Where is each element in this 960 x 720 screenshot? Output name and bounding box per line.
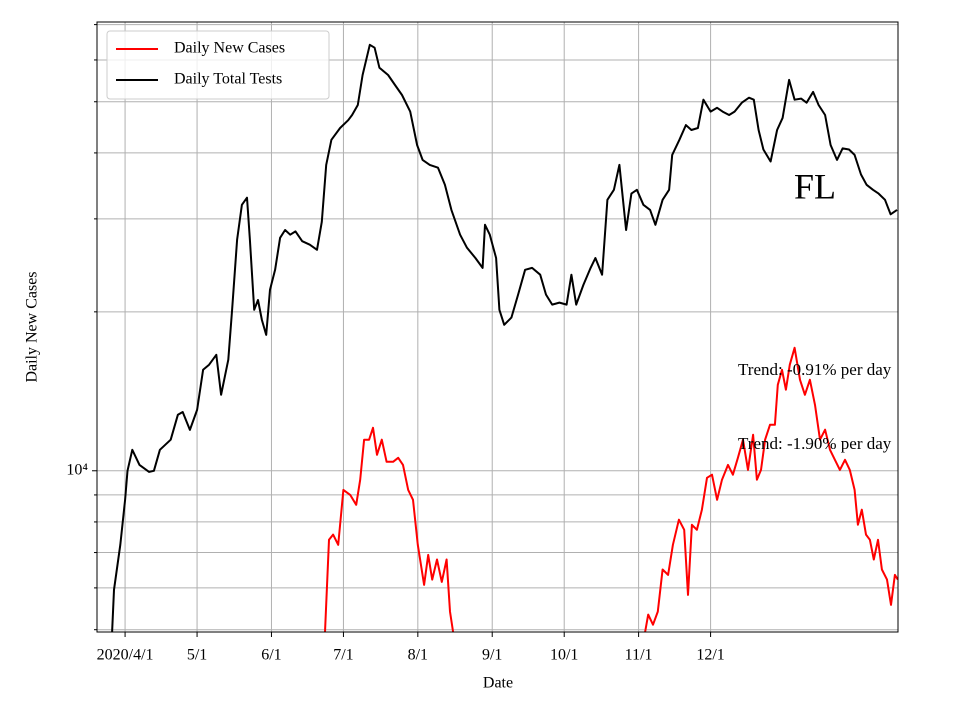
legend: Daily New Cases Daily Total Tests xyxy=(106,30,330,100)
x-tick-label: 10/1 xyxy=(550,647,578,664)
legend-box xyxy=(106,30,330,100)
plot-frame xyxy=(96,21,899,633)
annotation: Trend: -0.91% per day xyxy=(738,360,892,379)
y-axis-label: Daily New Cases xyxy=(24,271,41,382)
x-tick-label: 7/1 xyxy=(333,647,353,664)
plot-lines xyxy=(111,43,898,632)
series-line xyxy=(111,43,898,632)
x-tick-label: 12/1 xyxy=(696,647,724,664)
x-tick-label: 9/1 xyxy=(482,647,502,664)
grid xyxy=(97,22,898,632)
x-tick-label: 2020/4/1 xyxy=(97,647,154,664)
x-tick-label: 8/1 xyxy=(408,647,428,664)
annotation: FL xyxy=(794,166,836,206)
x-tick-label: 6/1 xyxy=(261,647,281,664)
series-line xyxy=(324,346,898,632)
legend-label: Daily New Cases xyxy=(174,40,285,57)
y-tick-label: 10⁴ xyxy=(66,461,88,478)
x-tick-label: 11/1 xyxy=(625,647,653,664)
x-axis-label: Date xyxy=(483,675,513,692)
x-tick-label: 5/1 xyxy=(187,647,207,664)
legend-label: Daily Total Tests xyxy=(174,71,282,88)
annotation: Trend: -1.90% per day xyxy=(738,434,892,453)
